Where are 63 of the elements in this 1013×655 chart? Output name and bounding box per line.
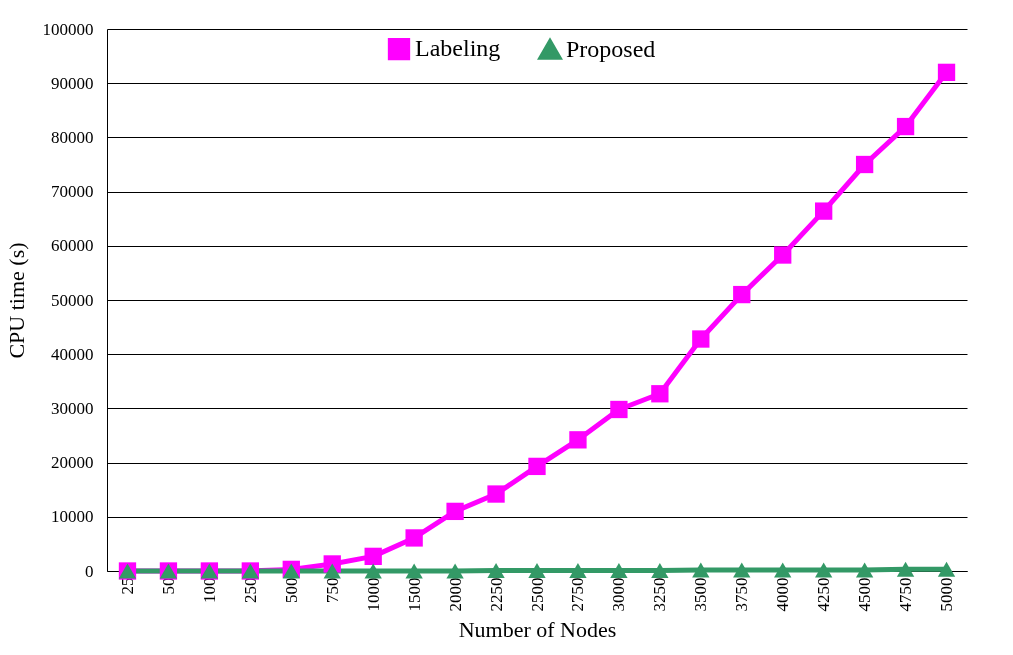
x-tick-label: 4250: [814, 577, 834, 612]
point: [569, 562, 587, 578]
x-tick-label: 2250: [486, 577, 506, 612]
point: [610, 562, 628, 578]
x-tick-label: 3250: [650, 577, 670, 612]
point: [487, 485, 505, 503]
point: [692, 330, 710, 348]
x-tick-label: 1500: [404, 577, 424, 612]
point: [651, 385, 669, 403]
point: [528, 562, 546, 578]
y-tick-label: 50000: [51, 290, 94, 310]
x-tick-label: 750: [322, 577, 342, 603]
point: [815, 562, 833, 578]
point: [651, 562, 669, 578]
point: [528, 457, 546, 476]
x-tick-label: 3500: [691, 577, 711, 612]
point: [815, 202, 833, 220]
point: [446, 502, 464, 521]
point: [405, 563, 423, 579]
y-tick-label: 90000: [51, 73, 94, 93]
point: [364, 547, 382, 566]
x-tick-label: 4750: [896, 577, 916, 612]
y-tick-label: 30000: [51, 398, 94, 418]
x-tick-label: 1000: [363, 577, 383, 612]
y-axis-title: CPU time (s): [3, 242, 29, 359]
point: [569, 431, 587, 449]
y-tick-label: 10000: [51, 507, 94, 527]
point: [855, 155, 874, 174]
x-tick-label: 500: [281, 577, 301, 603]
point: [896, 117, 915, 136]
point: [774, 246, 792, 264]
point: [937, 63, 956, 82]
legend-label: Proposed: [566, 35, 656, 62]
x-tick-label: 3750: [732, 577, 752, 612]
point: [610, 400, 628, 419]
point: [323, 563, 341, 579]
y-tick-label: 0: [85, 561, 94, 581]
y-tick-label: 60000: [51, 236, 94, 256]
y-tick-label: 20000: [51, 453, 94, 473]
point: [774, 562, 792, 578]
point: [364, 563, 382, 579]
legend-label: Labeling: [415, 35, 501, 62]
y-tick-label: 40000: [51, 344, 94, 364]
x-tick-label: 2500: [527, 577, 547, 612]
x-tick-label: 2000: [445, 577, 465, 612]
point: [733, 562, 751, 578]
point: [487, 562, 505, 578]
y-tick-label: 70000: [51, 182, 94, 202]
x-tick-label: 2750: [568, 577, 588, 612]
point: [855, 562, 874, 578]
x-tick-label: 4500: [855, 577, 875, 612]
y-tick-label: 80000: [51, 127, 94, 147]
point: [446, 563, 464, 579]
x-tick-label: 5000: [937, 577, 957, 612]
x-tick-label: 4000: [773, 577, 793, 612]
y-tick-label: 100000: [42, 19, 94, 39]
point: [692, 562, 710, 578]
x-tick-label: 3000: [609, 577, 629, 612]
point: [937, 561, 956, 577]
point: [733, 285, 751, 304]
point: [405, 529, 423, 547]
x-axis-title: Number of Nodes: [458, 616, 617, 642]
point: [896, 561, 915, 577]
